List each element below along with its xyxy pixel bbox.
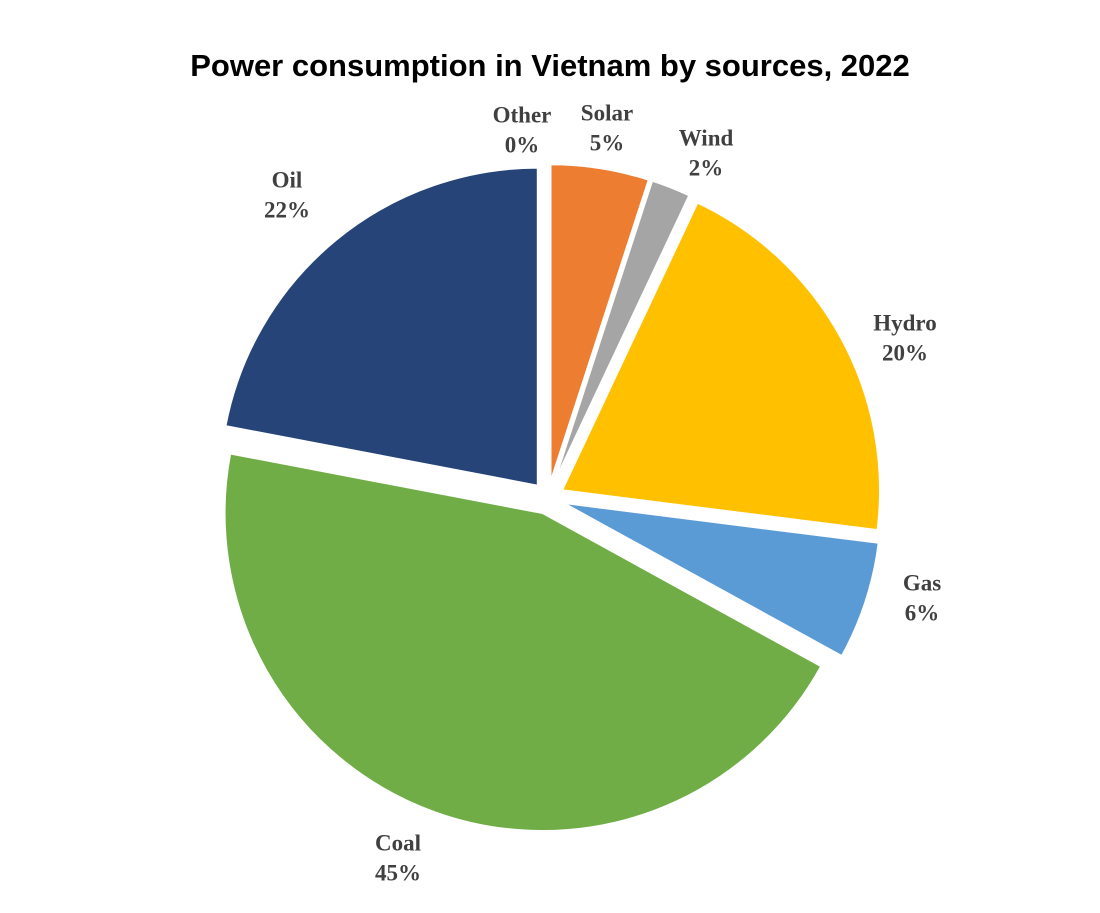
slice-name: Coal — [375, 830, 421, 855]
slice-percent: 6% — [905, 600, 940, 625]
pie-slice — [560, 201, 881, 532]
slice-name: Solar — [581, 100, 633, 125]
slice-name: Wind — [679, 125, 734, 150]
slice-name: Oil — [272, 167, 303, 192]
slice-name: Gas — [903, 570, 941, 595]
slice-name: Other — [493, 102, 552, 127]
pie-slice — [224, 166, 539, 487]
slice-percent: 5% — [590, 130, 625, 155]
pie-slice — [549, 163, 651, 483]
pie-slice — [223, 452, 823, 833]
slice-percent: 0% — [505, 132, 540, 157]
pie-slice — [552, 179, 691, 484]
pie-slice — [562, 501, 880, 658]
slice-percent: 2% — [689, 155, 724, 180]
chart-title: Power consumption in Vietnam by sources,… — [190, 48, 910, 83]
slice-percent: 22% — [264, 197, 310, 222]
slice-percent: 45% — [375, 860, 421, 885]
slice-name: Hydro — [873, 310, 936, 335]
slice-percent: 20% — [882, 340, 928, 365]
